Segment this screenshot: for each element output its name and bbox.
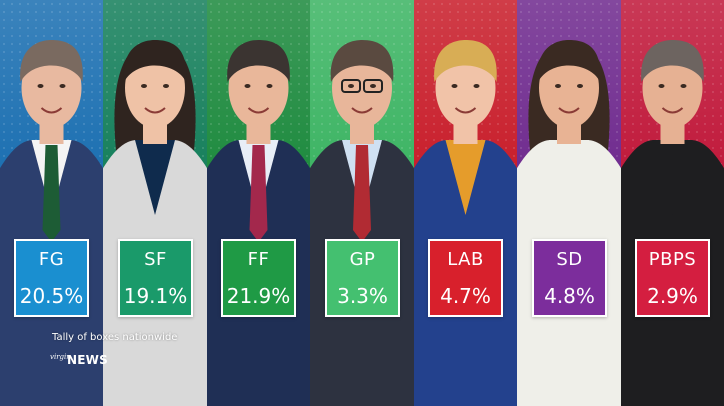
smile-shape: [454, 107, 477, 114]
result-tile-fg: FG 20.5%: [14, 239, 89, 317]
candidate-portrait-ff: [207, 40, 310, 406]
eye-shape: [348, 84, 354, 88]
party-column-sd: SD 4.8%: [517, 0, 621, 406]
smile-shape: [247, 107, 270, 114]
candidate-portrait-fg: [0, 40, 103, 406]
result-tile-sd: SD 4.8%: [532, 239, 607, 317]
party-label: SF: [144, 249, 167, 270]
shirt-shape: [445, 140, 486, 215]
smile-shape: [144, 107, 166, 114]
vote-share-label: 4.8%: [544, 284, 595, 308]
hair-top-shape: [227, 40, 290, 82]
glasses-shape: [363, 79, 383, 93]
hair-top-shape: [641, 40, 704, 82]
candidate-portrait-gp: [310, 40, 414, 406]
hair-top-shape: [123, 40, 187, 82]
eye-shape: [244, 84, 251, 88]
hair-top-shape: [537, 40, 601, 82]
result-tile-pbps: PBPS 2.9%: [635, 239, 710, 317]
candidate-portrait-pbps: [621, 40, 724, 406]
vote-share-label: 21.9%: [226, 284, 291, 308]
logo-word: NEWS: [67, 353, 108, 367]
candidate-portrait-lab: [414, 40, 517, 406]
vote-share-label: 2.9%: [647, 284, 698, 308]
candidate-portrait-sf: [103, 40, 207, 406]
eye-shape: [266, 84, 273, 88]
tie-shape: [353, 145, 371, 242]
party-label: FF: [247, 249, 270, 270]
result-tile-lab: LAB 4.7%: [428, 239, 503, 317]
result-tile-gp: GP 3.3%: [325, 239, 400, 317]
shirt-shape: [549, 140, 589, 215]
logo-script: virgin: [50, 353, 71, 361]
result-tile-sf: SF 19.1%: [118, 239, 193, 317]
party-label: GP: [349, 249, 376, 270]
eye-shape: [370, 84, 376, 88]
glasses-shape: [341, 79, 361, 93]
party-label: PBPS: [648, 249, 697, 270]
vote-share-label: 4.7%: [440, 284, 491, 308]
eye-shape: [680, 84, 687, 88]
party-column-ff: FF 21.9%: [207, 0, 310, 406]
party-label: SD: [556, 249, 583, 270]
eye-shape: [555, 84, 561, 88]
eye-shape: [577, 84, 583, 88]
eye-shape: [451, 84, 458, 88]
eye-shape: [163, 84, 169, 88]
smile-shape: [661, 107, 684, 114]
tie-shape: [249, 145, 268, 242]
hair-top-shape: [434, 40, 497, 82]
smile-shape: [558, 107, 580, 114]
eye-shape: [59, 84, 66, 88]
vote-share-label: 20.5%: [19, 284, 84, 308]
eye-shape: [473, 84, 480, 88]
chart-caption: Tally of boxes nationwide: [52, 332, 178, 343]
party-column-sf: SF 19.1%: [103, 0, 207, 406]
party-label: FG: [38, 249, 65, 270]
tie-shape: [42, 145, 61, 242]
shirt-shape: [652, 140, 693, 215]
result-tile-ff: FF 21.9%: [221, 239, 296, 317]
shirt-shape: [135, 140, 175, 215]
party-column-lab: LAB 4.7%: [414, 0, 517, 406]
hair-top-shape: [20, 40, 83, 82]
eye-shape: [141, 84, 147, 88]
smile-shape: [351, 107, 373, 114]
party-label: LAB: [447, 249, 484, 270]
eye-shape: [37, 84, 44, 88]
hair-top-shape: [330, 40, 394, 82]
vote-share-label: 3.3%: [337, 284, 388, 308]
vote-share-label: 19.1%: [123, 284, 188, 308]
party-column-fg: FG 20.5%: [0, 0, 103, 406]
smile-shape: [40, 107, 63, 114]
virgin-news-logo: virgin NEWS: [50, 350, 130, 372]
eye-shape: [658, 84, 665, 88]
party-column-gp: GP 3.3%: [310, 0, 414, 406]
candidate-portrait-sd: [517, 40, 621, 406]
party-column-pbps: PBPS 2.9%: [621, 0, 724, 406]
